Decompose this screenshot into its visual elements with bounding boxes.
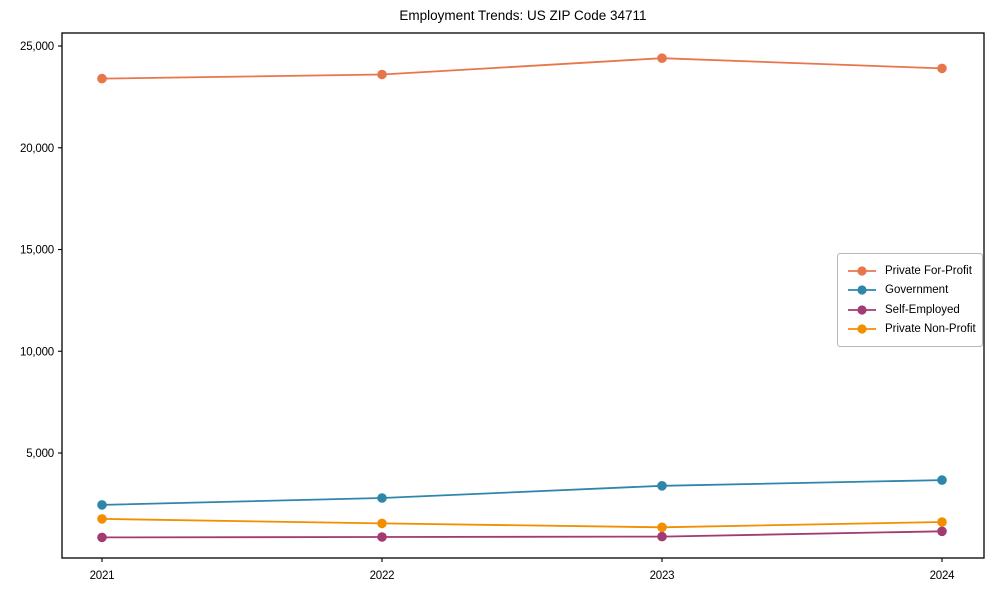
series-line-private-for-profit <box>101 57 943 80</box>
legend-item-private-non-profit: Private Non-Profit <box>847 320 976 340</box>
data-point-government-2023 <box>657 481 667 491</box>
data-point-private-non-profit-2023 <box>657 522 667 533</box>
data-point-private-for-profit-2024 <box>937 63 947 74</box>
y-tick-label: 15,000 <box>20 245 54 257</box>
series-line-self-employed <box>101 530 943 539</box>
legend-marker-icon <box>848 285 876 295</box>
legend-label: Private For-Profit <box>885 264 972 277</box>
series-line-private-non-profit <box>101 518 943 529</box>
data-point-self-employed-2024 <box>937 526 947 537</box>
y-tick-label: 5,000 <box>26 448 54 460</box>
legend-label: Self-Employed <box>885 303 960 316</box>
legend-item-self-employed: Self-Employed <box>847 300 974 320</box>
data-point-government-2024 <box>937 475 947 485</box>
legend-marker-icon <box>848 266 876 276</box>
data-point-self-employed-2023 <box>657 531 667 542</box>
y-tick-label: 20,000 <box>20 143 54 155</box>
data-point-private-for-profit-2021 <box>97 73 107 84</box>
legend-item-government: Government <box>847 281 974 301</box>
legend-marker-icon <box>848 324 876 334</box>
data-point-private-non-profit-2022 <box>377 518 387 529</box>
data-point-private-for-profit-2022 <box>377 69 387 80</box>
data-point-government-2021 <box>97 500 107 510</box>
chart-title: Employment Trends: US ZIP Code 34711 <box>399 8 647 23</box>
x-tick-label: 2023 <box>650 570 675 582</box>
legend-item-private-for-profit: Private For-Profit <box>847 261 974 281</box>
plot-frame <box>61 32 985 559</box>
y-tick-label: 25,000 <box>20 41 54 53</box>
legend-label: Government <box>885 284 949 297</box>
x-tick-label: 2024 <box>930 570 956 582</box>
data-point-self-employed-2022 <box>377 532 387 542</box>
legend-label: Private Non-Profit <box>885 323 976 336</box>
series-line-government <box>101 479 943 506</box>
x-tick-label: 2022 <box>370 570 395 582</box>
data-point-private-non-profit-2024 <box>937 517 947 527</box>
data-point-private-non-profit-2021 <box>97 514 107 524</box>
data-point-private-for-profit-2023 <box>657 53 667 63</box>
data-point-self-employed-2021 <box>97 532 107 543</box>
legend: Private For-Profit Government Self-Employe… <box>837 253 983 347</box>
x-tick-label: 2021 <box>90 570 115 582</box>
y-tick-label: 10,000 <box>20 346 54 358</box>
data-point-government-2022 <box>377 493 387 503</box>
legend-marker-icon <box>848 305 876 315</box>
